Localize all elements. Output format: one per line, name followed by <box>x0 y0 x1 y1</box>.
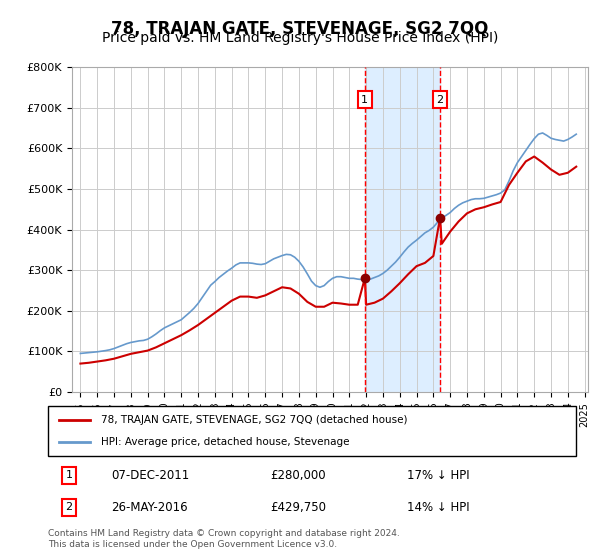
Text: HPI: Average price, detached house, Stevenage: HPI: Average price, detached house, Stev… <box>101 437 349 447</box>
Bar <box>365 67 440 392</box>
FancyBboxPatch shape <box>48 406 576 456</box>
Text: 1: 1 <box>65 470 73 480</box>
Text: 2: 2 <box>437 95 443 105</box>
Text: Price paid vs. HM Land Registry's House Price Index (HPI): Price paid vs. HM Land Registry's House … <box>102 31 498 45</box>
Text: 26-MAY-2016: 26-MAY-2016 <box>112 501 188 514</box>
Text: 07-DEC-2011: 07-DEC-2011 <box>112 469 190 482</box>
Text: 17% ↓ HPI: 17% ↓ HPI <box>407 469 470 482</box>
Text: 78, TRAJAN GATE, STEVENAGE, SG2 7QQ: 78, TRAJAN GATE, STEVENAGE, SG2 7QQ <box>112 20 488 38</box>
Text: 78, TRAJAN GATE, STEVENAGE, SG2 7QQ (detached house): 78, TRAJAN GATE, STEVENAGE, SG2 7QQ (det… <box>101 415 407 425</box>
Text: £429,750: £429,750 <box>270 501 326 514</box>
Text: £280,000: £280,000 <box>270 469 325 482</box>
Text: Contains HM Land Registry data © Crown copyright and database right 2024.
This d: Contains HM Land Registry data © Crown c… <box>48 529 400 549</box>
Text: 14% ↓ HPI: 14% ↓ HPI <box>407 501 470 514</box>
Text: 1: 1 <box>361 95 368 105</box>
Text: 2: 2 <box>65 502 73 512</box>
